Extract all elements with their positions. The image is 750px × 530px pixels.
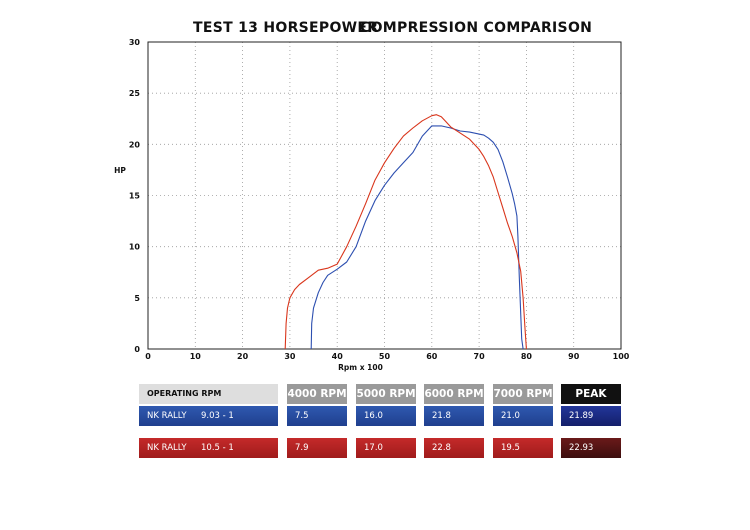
header-4000-rpm: 4000 RPM [287,384,347,404]
row-1-ratio: 9.03 - 1 [201,411,234,421]
row-1-6000: 21.8 [424,406,484,426]
x-tick-label: 70 [474,352,486,361]
y-axis-label: HP [114,166,126,175]
y-tick-label: 20 [129,140,141,149]
y-tick-label: 10 [129,243,141,252]
x-tick-label: 60 [426,352,438,361]
header-7000-rpm: 7000 RPM [493,384,553,404]
x-tick-label: 80 [521,352,533,361]
row-1-5000: 16.0 [356,406,416,426]
row-1-name: NK RALLY [147,411,187,421]
header-6000-rpm: 6000 RPM [424,384,484,404]
row-2-ratio: 10.5 - 1 [201,443,234,453]
row-1-label: NK RALLY 9.03 - 1 [139,406,278,426]
row-2-4000: 7.9 [287,438,347,458]
header-peak: PEAK [561,384,621,404]
row-1-7000: 21.0 [493,406,553,426]
x-axis-label: Rpm x 100 [338,363,383,372]
x-tick-label: 40 [332,352,344,361]
plot-frame [147,41,622,350]
x-tick-label: 20 [237,352,249,361]
row-2-5000: 17.0 [356,438,416,458]
row-2-peak: 22.93 [561,438,621,458]
chart-title-right: COMPRESSION COMPARISON [360,20,593,36]
series-line-2 [284,114,527,350]
y-tick-label: 5 [134,294,140,303]
x-tick-label: 100 [613,352,630,361]
row-1-peak: 21.89 [561,406,621,426]
row-2-label: NK RALLY 10.5 - 1 [139,438,278,458]
horsepower-chart: 0 10 20 30 40 50 60 70 80 90 100 0 5 10 15 20 25 30 Rpm x … [114,38,630,372]
x-tick-label: 50 [379,352,391,361]
header-operating-rpm: OPERATING RPM [139,384,278,404]
x-tick-label: 90 [568,352,580,361]
header-5000-rpm: 5000 RPM [356,384,416,404]
y-tick-label: 0 [134,345,140,354]
row-2-name: NK RALLY [147,443,187,453]
x-tick-label: 10 [190,352,202,361]
row-1-4000: 7.5 [287,406,347,426]
series-line-1 [310,125,524,350]
row-2-7000: 19.5 [493,438,553,458]
chart-title-left: TEST 13 HORSEPOWER [193,20,379,36]
y-tick-label: 25 [129,89,141,98]
x-tick-label: 0 [145,352,151,361]
row-2-6000: 22.8 [424,438,484,458]
y-tick-label: 15 [129,192,141,201]
y-tick-label: 30 [129,38,141,47]
x-tick-label: 30 [284,352,296,361]
